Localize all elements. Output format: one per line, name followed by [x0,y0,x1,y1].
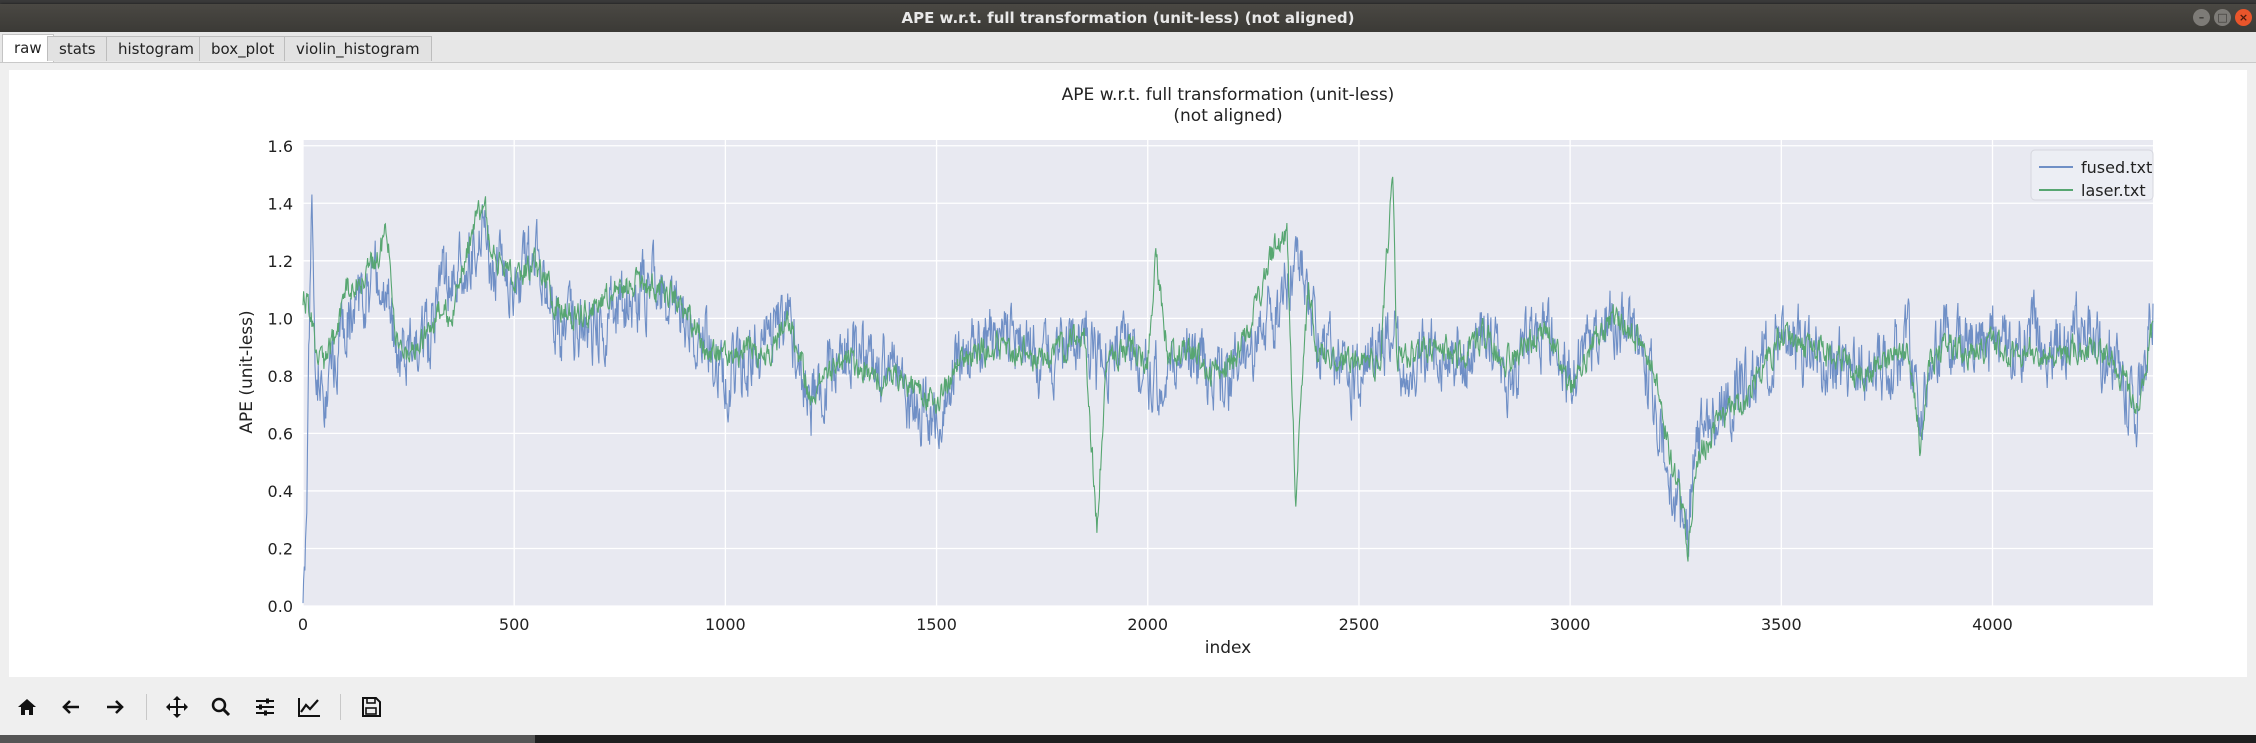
tab-raw[interactable]: raw [2,34,54,62]
tab-violin-histogram[interactable]: violin_histogram [284,36,432,61]
tab-stats[interactable]: stats [47,36,108,61]
y-tick-label: 0.2 [268,539,293,558]
chart-title: APE w.r.t. full transformation (unit-les… [1062,85,1395,105]
grid-lines [302,140,2153,607]
x-tick-label: 4000 [1972,615,2013,634]
toolbar-separator [146,694,147,720]
y-tick-label: 1.0 [268,309,293,328]
legend-box [2030,149,2154,201]
title-bar[interactable]: APE w.r.t. full transformation (unit-les… [0,4,2256,32]
save-icon[interactable] [356,692,386,722]
plot-window: APE w.r.t. full transformation (unit-les… [0,4,2256,735]
toolbar-separator [340,694,341,720]
desktop-top-strip [0,0,2256,4]
forward-icon[interactable] [100,692,130,722]
minimize-icon[interactable]: – [2193,9,2210,26]
chart-series [302,176,2154,604]
tick-labels: 0 500 1000 1500 2000 2500 3000 3500 4000 0.0 0.2 0.… [268,137,2013,634]
edit-axis-icon[interactable] [294,692,324,722]
window-controls: – □ × [2193,9,2252,26]
desktop-bottom-strip [0,735,2256,743]
x-tick-label: 3500 [1761,615,1802,634]
tab-bar: raw stats histogram box_plot violin_hist… [0,32,2256,63]
x-tick-label: 1500 [916,615,957,634]
y-tick-label: 0.8 [268,367,293,386]
x-tick-label: 2500 [1339,615,1380,634]
taskbar-item [0,735,535,743]
tab-histogram[interactable]: histogram [106,36,207,61]
legend-label: fused.txt [2081,158,2152,177]
x-tick-label: 0 [298,615,308,634]
back-icon[interactable] [56,692,86,722]
y-tick-label: 0.4 [268,482,293,501]
x-tick-label: 1000 [705,615,746,634]
chart-svg: 0 500 1000 1500 2000 2500 3000 3500 4000 0.0 0.2 0.… [237,85,2154,658]
x-tick-label: 3000 [1550,615,1591,634]
configure-subplots-icon[interactable] [250,692,280,722]
series-line-laser-txt [302,176,2154,562]
y-tick-label: 1.4 [268,194,293,213]
window-title: APE w.r.t. full transformation (unit-les… [901,9,1355,27]
y-axis-label: APE (unit-less) [237,310,257,433]
series-line-fused-txt [302,194,2154,604]
chart-subtitle: (not aligned) [1173,106,1282,126]
y-tick-label: 1.2 [268,252,293,271]
x-tick-label: 2000 [1127,615,1168,634]
x-axis-label: index [1205,638,1252,658]
y-tick-label: 0.0 [268,597,293,616]
legend: fused.txt laser.txt [2030,149,2154,201]
x-tick-label: 500 [499,615,530,634]
maximize-icon[interactable]: □ [2214,9,2231,26]
tab-box-plot[interactable]: box_plot [199,36,287,61]
figure-canvas[interactable]: 0 500 1000 1500 2000 2500 3000 3500 4000 0.0 0.2 0.… [9,70,2247,677]
legend-label: laser.txt [2081,181,2146,200]
close-icon[interactable]: × [2235,9,2252,26]
navigation-toolbar [0,682,2256,732]
y-tick-label: 0.6 [268,424,293,443]
zoom-icon[interactable] [206,692,236,722]
pan-icon[interactable] [162,692,192,722]
home-icon[interactable] [12,692,42,722]
y-tick-label: 1.6 [268,137,293,156]
